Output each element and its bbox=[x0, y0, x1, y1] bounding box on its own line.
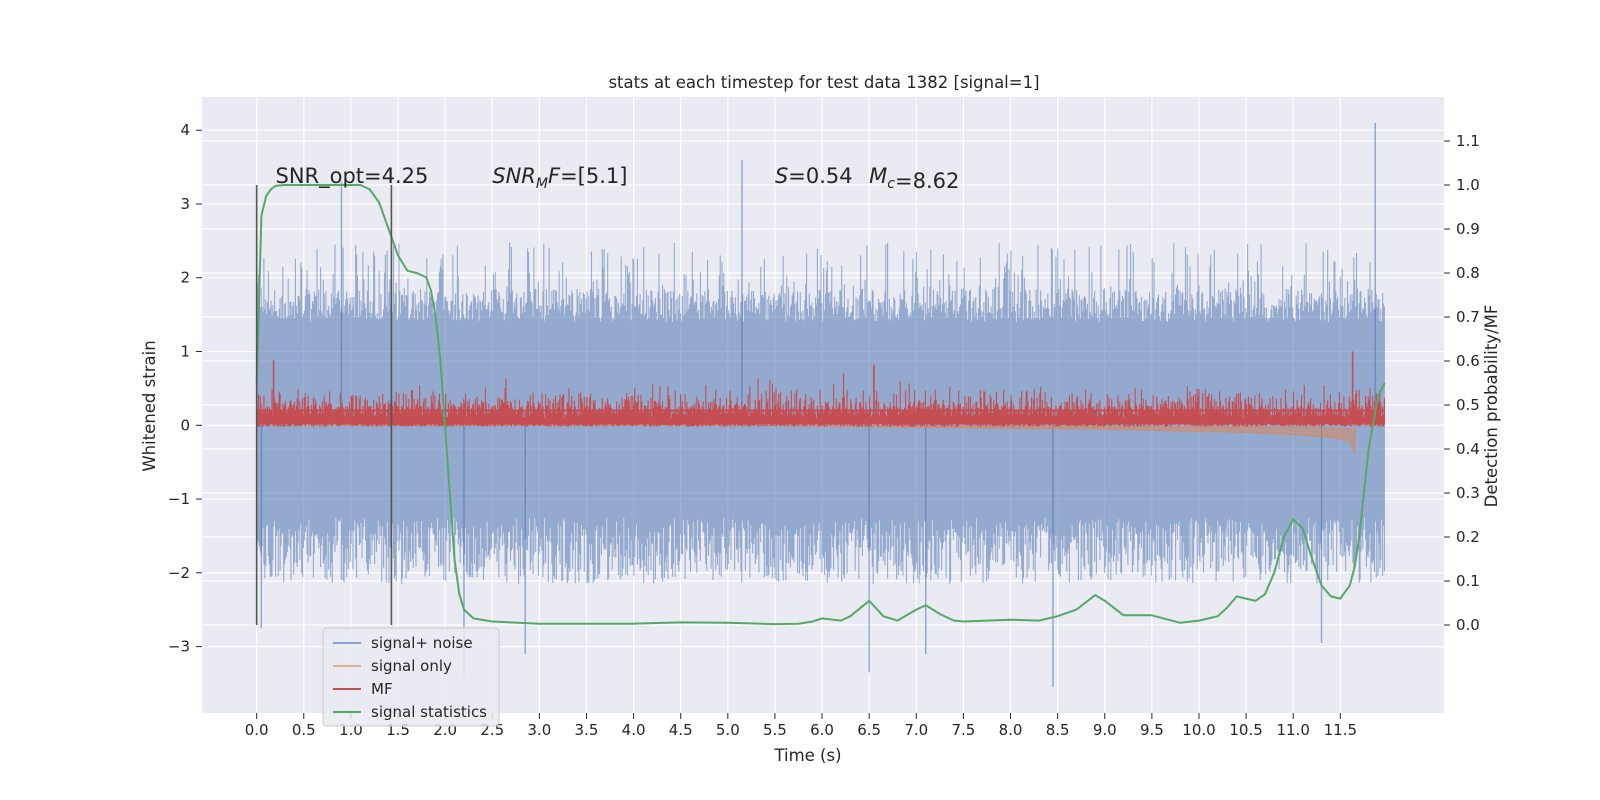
x-axis-label: Time (s) bbox=[773, 746, 841, 765]
y-left-tick-label: 0 bbox=[180, 416, 190, 434]
series-signal-noise-spikes bbox=[260, 122, 1376, 688]
y-left-tick-label: 3 bbox=[180, 195, 190, 213]
annotation-value: =0.54 bbox=[788, 164, 852, 188]
x-tick-label: 11.0 bbox=[1277, 721, 1310, 739]
x-tick-label: 3.5 bbox=[575, 721, 599, 739]
series-mf-spikes bbox=[272, 351, 1354, 418]
y-right-tick-label: 0.2 bbox=[1456, 528, 1480, 546]
x-tick-label: 8.5 bbox=[1046, 721, 1070, 739]
annotation-math-symbol: M bbox=[869, 164, 887, 188]
x-tick-label: 5.0 bbox=[716, 721, 740, 739]
series-signal-only bbox=[256, 422, 1385, 454]
y-right-tick-label: 0.7 bbox=[1456, 308, 1480, 326]
y-right-tick-label: 0.9 bbox=[1456, 220, 1480, 238]
y-right-tick-label: 0.3 bbox=[1456, 484, 1480, 502]
y-right-tick-label: 0.8 bbox=[1456, 264, 1480, 282]
y-right-tick-label: 0.6 bbox=[1456, 352, 1480, 370]
y-axis-right-label: Detection probability/MF bbox=[1482, 305, 1501, 508]
legend-box bbox=[322, 627, 500, 727]
annotation-math-subscript: M bbox=[536, 176, 548, 192]
annotations: SNR_opt=4.25 SNRMF=[5.1] S=0.54 Mc=8.62 bbox=[276, 164, 960, 193]
y-left-tick-label: −2 bbox=[168, 564, 190, 582]
chart-title: stats at each timestep for test data 138… bbox=[608, 73, 1039, 92]
x-tick-label: 8.0 bbox=[999, 721, 1023, 739]
x-tick-label: 11.5 bbox=[1324, 721, 1357, 739]
annotation-math-subscript: c bbox=[887, 176, 895, 192]
y-axis-left-label: Whitened strain bbox=[140, 340, 159, 471]
annotation-math-symbol: SNR bbox=[492, 164, 536, 188]
series-layer bbox=[255, 122, 1386, 688]
y-right-tick-label: 0.1 bbox=[1456, 572, 1480, 590]
x-tick-label: 9.0 bbox=[1093, 721, 1117, 739]
x-tick-label: 10.5 bbox=[1229, 721, 1262, 739]
legend-label: signal only bbox=[371, 657, 452, 675]
x-tick-label: 4.0 bbox=[622, 721, 646, 739]
y-left-tick-label: −1 bbox=[168, 490, 190, 508]
y-right-tick-label: 1.0 bbox=[1456, 176, 1480, 194]
x-tick-label: 3.0 bbox=[527, 721, 551, 739]
x-tick-label: 9.5 bbox=[1140, 721, 1164, 739]
annotation-math-symbol: S bbox=[775, 164, 788, 188]
y-left-tick-label: 4 bbox=[180, 121, 190, 139]
annotation-math-suffix: F bbox=[548, 164, 561, 188]
legend-label: MF bbox=[371, 680, 393, 698]
x-tick-label: 6.5 bbox=[857, 721, 881, 739]
y-right-tick-label: 1.1 bbox=[1456, 132, 1480, 150]
y-axis-right: 1.1 1.0 0.9 0.8 0.7 0.6 0.5 0.4 0.3 0.2 0.1 0.0 bbox=[1444, 132, 1480, 634]
legend: signal+ noise signal only MF signal statist… bbox=[322, 627, 500, 727]
annotation-4: Mc=8.62 bbox=[869, 164, 959, 193]
x-tick-label: 10.0 bbox=[1182, 721, 1215, 739]
y-right-tick-label: 0.0 bbox=[1456, 616, 1480, 634]
annotation-3: S=0.54 bbox=[775, 164, 853, 188]
legend-label: signal statistics bbox=[371, 703, 487, 721]
x-tick-label: 0.5 bbox=[292, 721, 316, 739]
x-tick-label: 0.0 bbox=[245, 721, 269, 739]
y-left-tick-label: 2 bbox=[180, 269, 190, 287]
x-tick-label: 6.0 bbox=[810, 721, 834, 739]
annotation-value: =[5.1] bbox=[560, 164, 627, 188]
vlines bbox=[255, 185, 393, 625]
x-tick-label: 5.5 bbox=[763, 721, 787, 739]
y-axis-left: 4 3 2 1 0 −1 −2 −3 bbox=[168, 121, 202, 656]
annotation-2: SNRMF=[5.1] bbox=[492, 164, 627, 192]
annotation-value: =8.62 bbox=[895, 169, 959, 193]
x-tick-label: 7.0 bbox=[904, 721, 928, 739]
y-right-tick-label: 0.5 bbox=[1456, 396, 1480, 414]
x-tick-label: 7.5 bbox=[951, 721, 975, 739]
annotation-1: SNR_opt=4.25 bbox=[276, 164, 429, 189]
x-tick-label: 4.5 bbox=[669, 721, 693, 739]
y-right-tick-label: 0.4 bbox=[1456, 440, 1480, 458]
legend-label: signal+ noise bbox=[371, 634, 473, 652]
y-left-tick-label: −3 bbox=[168, 638, 190, 656]
y-left-tick-label: 1 bbox=[180, 343, 190, 361]
series-signal-statistics bbox=[255, 184, 1386, 626]
